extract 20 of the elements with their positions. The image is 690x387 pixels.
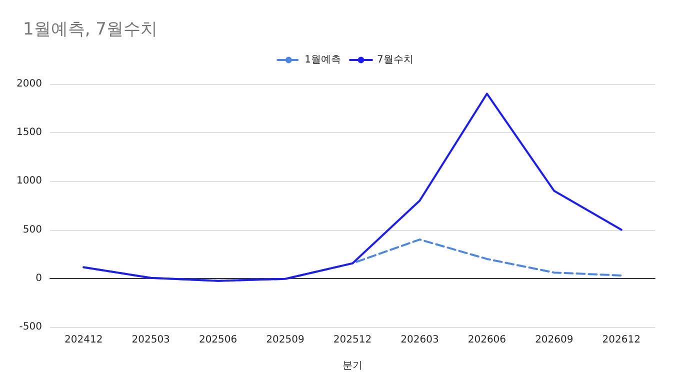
chart-title: 1월예측, 7월수치 bbox=[23, 20, 158, 40]
x-tick-label: 202603 bbox=[400, 334, 439, 346]
x-tick-label: 202612 bbox=[602, 334, 640, 346]
y-tick-label: 500 bbox=[22, 224, 42, 236]
y-tick-label: -500 bbox=[19, 322, 42, 332]
y-tick-label: 2000 bbox=[16, 78, 42, 90]
x-tick-label: 202509 bbox=[266, 334, 304, 346]
x-axis-title: 분기 bbox=[342, 360, 362, 372]
x-tick-label: 202606 bbox=[468, 334, 506, 346]
x-tick-label: 202506 bbox=[198, 334, 238, 346]
legend-label: 1월예측 bbox=[304, 54, 342, 66]
x-tick-label: 202503 bbox=[132, 334, 170, 346]
x-tick-label: 202412 bbox=[64, 334, 103, 346]
y-tick-label: 1500 bbox=[16, 127, 42, 138]
x-tick-label: 202512 bbox=[333, 334, 372, 346]
y-tick-label: 1000 bbox=[16, 176, 42, 187]
line-series bbox=[82, 92, 622, 282]
legend-label: 7월수치 bbox=[377, 54, 414, 66]
y-tick-label: 0 bbox=[36, 272, 42, 284]
x-tick-label: 202609 bbox=[535, 334, 574, 346]
